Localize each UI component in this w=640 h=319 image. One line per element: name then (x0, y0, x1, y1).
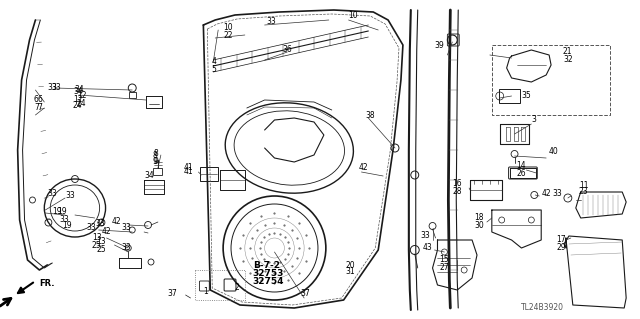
Text: 34: 34 (73, 87, 83, 97)
Text: 10: 10 (223, 24, 233, 33)
Text: 33: 33 (59, 216, 69, 225)
Text: 20: 20 (346, 261, 355, 270)
Text: 31: 31 (346, 268, 355, 277)
Text: 18: 18 (474, 213, 484, 222)
Text: 21: 21 (563, 48, 572, 56)
Text: 19: 19 (57, 207, 67, 217)
Text: 7: 7 (34, 102, 39, 112)
Text: 33: 33 (87, 224, 97, 233)
Text: 11: 11 (579, 181, 588, 189)
Text: 40: 40 (548, 147, 558, 157)
Text: 12: 12 (77, 92, 86, 100)
Text: 32: 32 (563, 55, 573, 63)
Text: 33: 33 (51, 84, 61, 93)
Text: 32753: 32753 (253, 270, 284, 278)
Text: 8: 8 (154, 150, 159, 159)
Text: 32754: 32754 (253, 278, 284, 286)
Text: 23: 23 (579, 188, 588, 197)
Text: 26: 26 (516, 168, 526, 177)
Text: 33: 33 (65, 190, 75, 199)
Text: 8: 8 (153, 151, 157, 160)
Text: 42: 42 (102, 227, 111, 236)
Text: 12: 12 (73, 94, 83, 103)
Text: 5: 5 (211, 64, 216, 73)
Text: 37: 37 (168, 288, 177, 298)
Text: 24: 24 (77, 99, 86, 108)
Text: 33: 33 (47, 84, 57, 93)
Text: 33: 33 (122, 224, 131, 233)
Text: 42: 42 (111, 218, 121, 226)
Text: 2: 2 (235, 284, 240, 293)
Text: 41: 41 (184, 167, 193, 176)
Text: 9: 9 (154, 157, 159, 166)
Text: 22: 22 (223, 31, 232, 40)
Text: 41: 41 (184, 164, 193, 173)
Text: 19: 19 (62, 220, 72, 229)
Text: 33: 33 (552, 189, 562, 197)
Text: 6: 6 (34, 95, 39, 105)
Text: 39: 39 (435, 41, 444, 49)
Text: 42: 42 (358, 164, 368, 173)
Text: 29: 29 (556, 242, 566, 251)
Text: 37: 37 (300, 288, 310, 298)
Text: 33: 33 (122, 243, 131, 253)
Text: 33: 33 (267, 18, 276, 26)
Text: 33: 33 (96, 219, 106, 228)
Text: 19: 19 (52, 206, 62, 216)
Text: 24: 24 (73, 101, 83, 110)
Text: 17: 17 (556, 235, 566, 244)
Text: 10: 10 (349, 11, 358, 19)
Text: 3: 3 (531, 115, 536, 124)
Text: B-7-2: B-7-2 (253, 262, 280, 271)
Text: 16: 16 (452, 180, 462, 189)
Text: 4: 4 (211, 57, 216, 66)
Text: 33: 33 (420, 232, 431, 241)
Text: 1: 1 (203, 287, 208, 296)
Text: 15: 15 (440, 256, 449, 264)
Text: 30: 30 (474, 220, 484, 229)
Text: 6: 6 (37, 95, 42, 105)
Text: 43: 43 (422, 243, 433, 253)
Text: TL24B3920: TL24B3920 (522, 303, 564, 313)
Text: 35: 35 (522, 92, 531, 100)
Text: 42: 42 (541, 189, 551, 197)
Text: 25: 25 (97, 244, 106, 254)
Text: FR.: FR. (40, 279, 55, 288)
Text: 13: 13 (97, 238, 106, 247)
Text: 33: 33 (47, 189, 57, 198)
Text: 14: 14 (516, 161, 526, 170)
Text: 34: 34 (144, 172, 154, 181)
Text: 28: 28 (452, 187, 462, 196)
Text: 36: 36 (282, 46, 292, 55)
Text: 13: 13 (92, 234, 101, 242)
Text: 25: 25 (92, 241, 101, 250)
Text: 9: 9 (153, 158, 158, 167)
Text: 7: 7 (37, 102, 42, 112)
Text: 27: 27 (440, 263, 449, 271)
Text: 34: 34 (74, 85, 84, 94)
Text: 38: 38 (365, 110, 375, 120)
